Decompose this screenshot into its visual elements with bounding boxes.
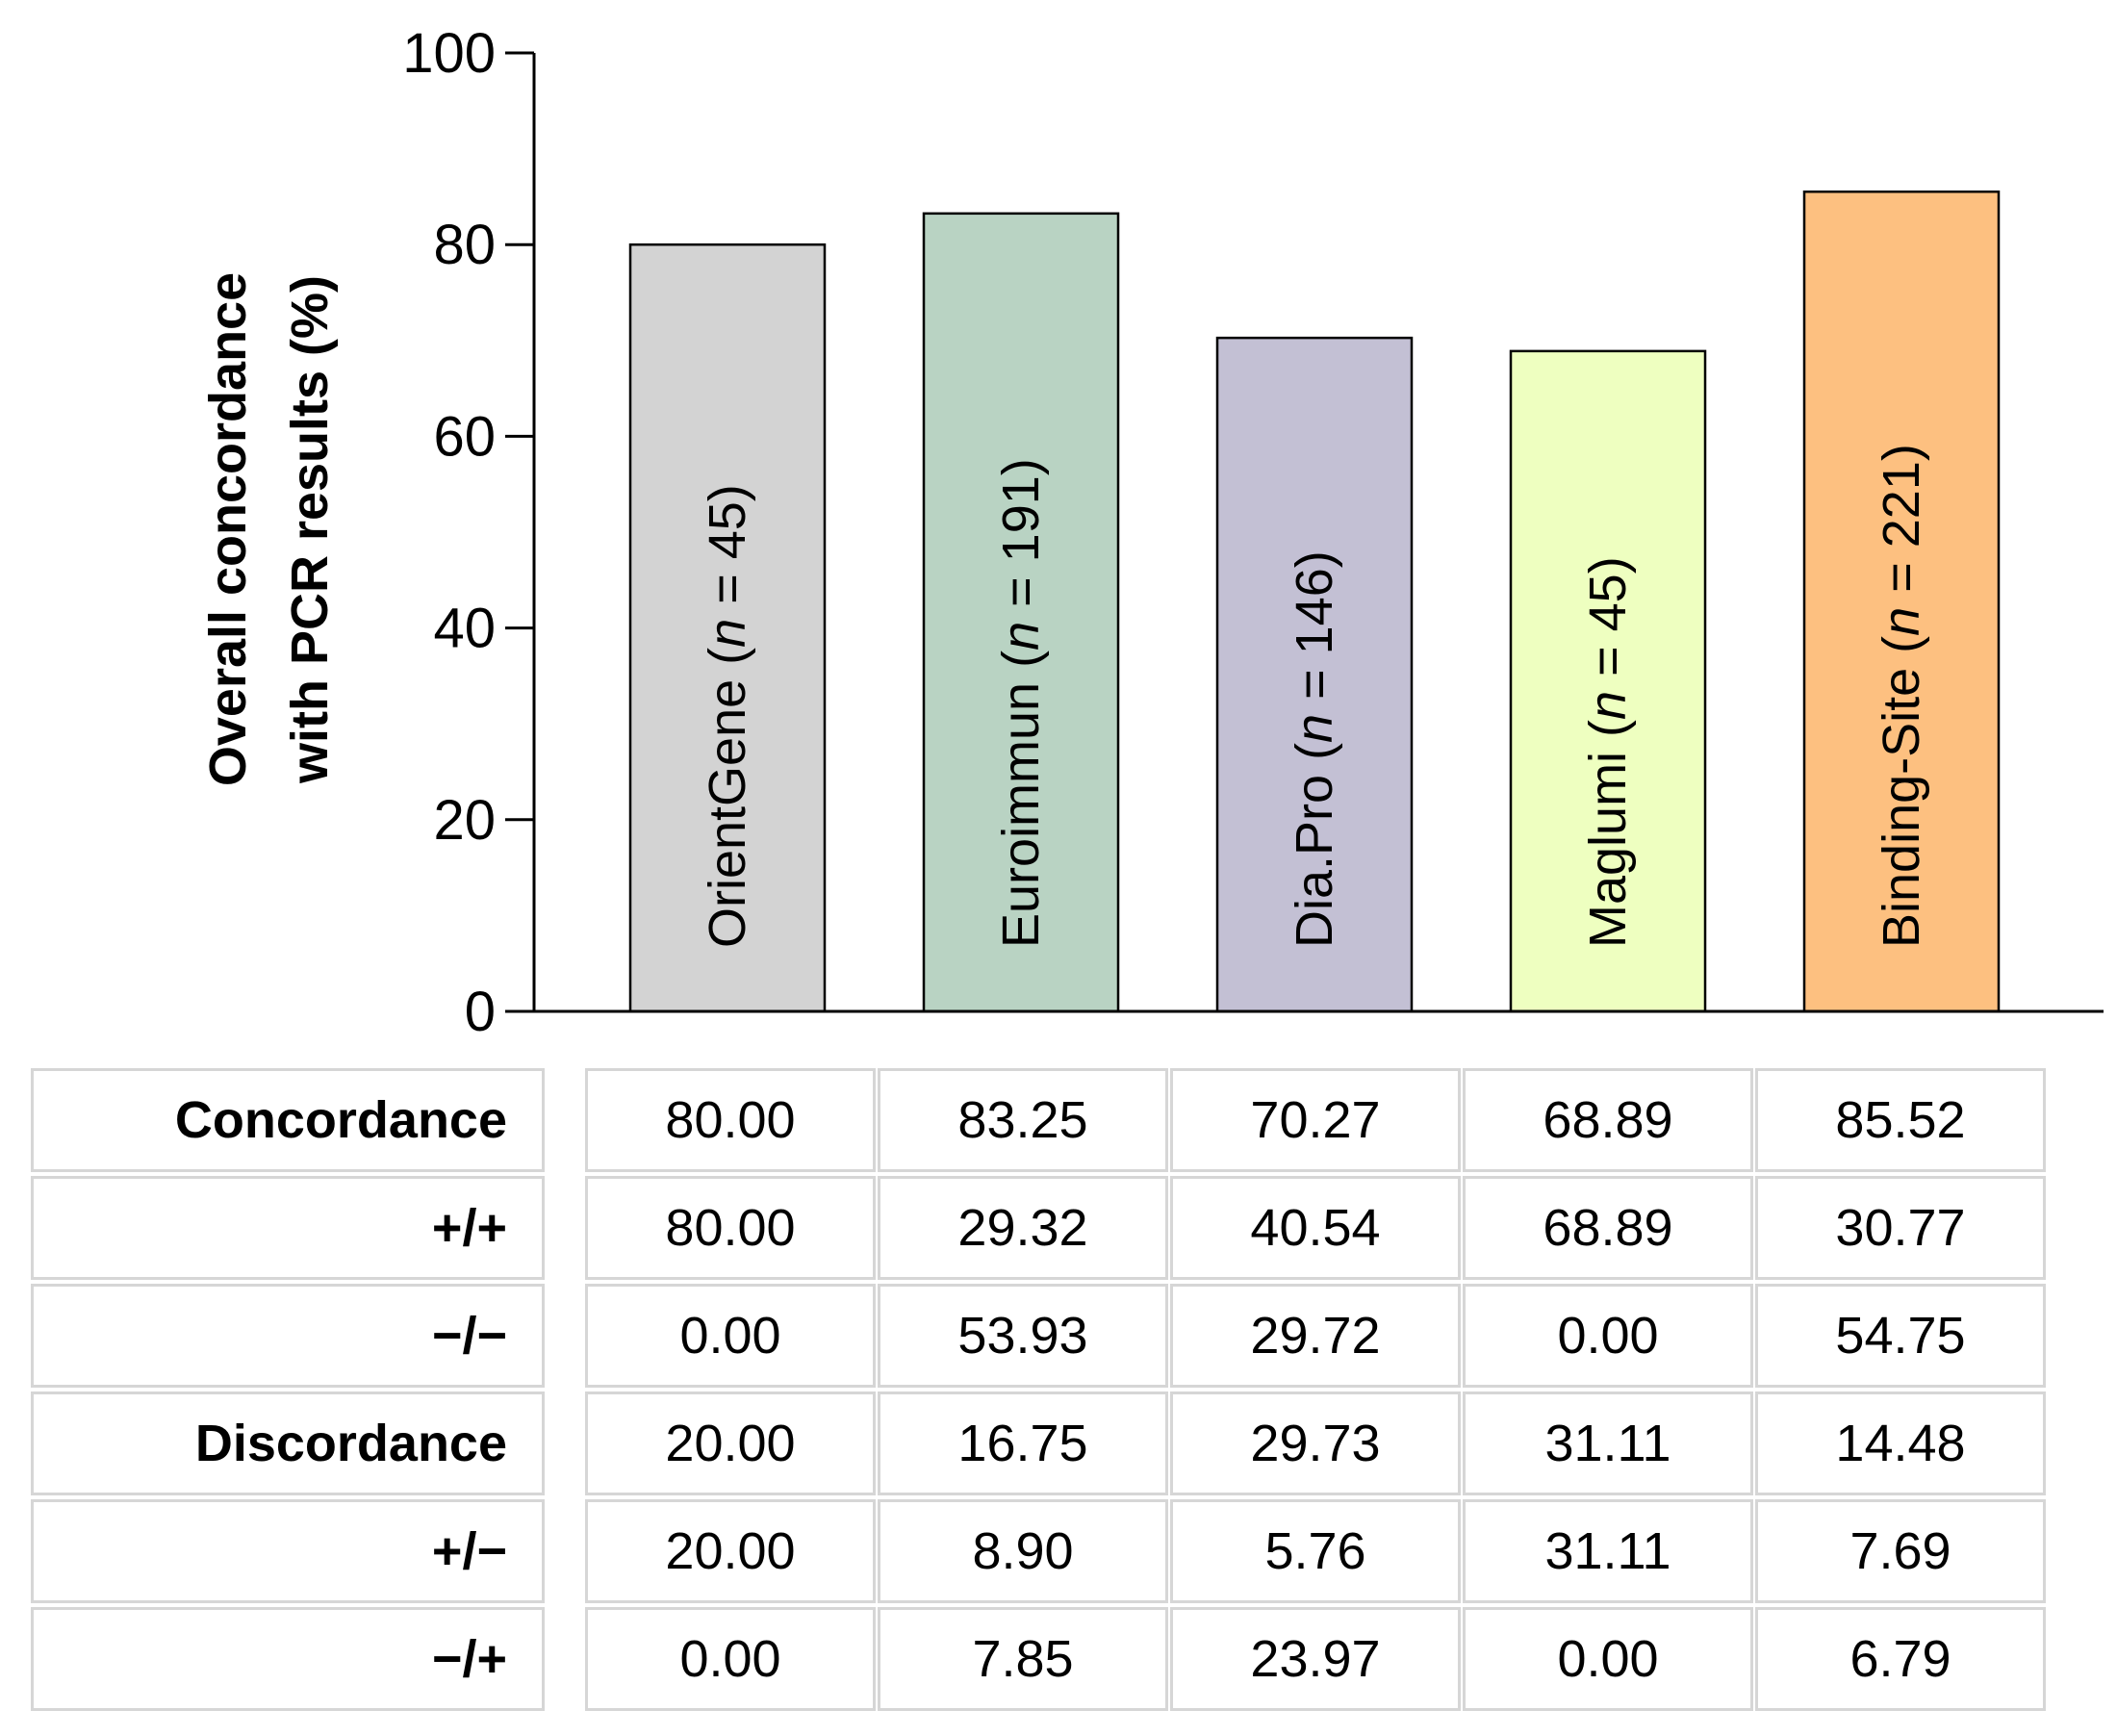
table-cell: 20.00 bbox=[585, 1499, 876, 1603]
table-cell: 7.69 bbox=[1755, 1499, 2046, 1603]
bar-bindingsite bbox=[1802, 190, 2001, 1013]
table-cell: 14.48 bbox=[1755, 1391, 2046, 1495]
table-cell: 80.00 bbox=[585, 1068, 876, 1172]
table-cell: 8.90 bbox=[878, 1499, 1168, 1603]
bar-chart: Overall concordance with PCR results (%) … bbox=[199, 22, 2104, 1043]
table-cell: 68.89 bbox=[1463, 1068, 1753, 1172]
bar-label: Binding-Site (n = 221) bbox=[1873, 444, 1930, 948]
y-tick-label: 100 bbox=[402, 22, 496, 85]
table-values: 80.00 83.25 70.27 68.89 85.52 80.00 29.32 40.54… bbox=[585, 1068, 2048, 1711]
y-tick-label: 0 bbox=[465, 981, 496, 1043]
table-row: 80.00 83.25 70.27 68.89 85.52 bbox=[585, 1068, 2048, 1172]
table-cell: 29.32 bbox=[878, 1176, 1168, 1280]
bar-label: Dia.Pro (n = 146) bbox=[1286, 550, 1343, 948]
table-cell: 0.00 bbox=[585, 1284, 876, 1388]
table-cell: 7.85 bbox=[878, 1607, 1168, 1711]
results-table: Concordance +/+ −/− Discordance +/− −/+ 80.00… bbox=[0, 1068, 2117, 1736]
table-cell: 29.73 bbox=[1170, 1391, 1461, 1495]
bar-euroimmun bbox=[922, 212, 1120, 1013]
bar-label: Maglumi (n = 45) bbox=[1579, 556, 1637, 948]
table-cell: 54.75 bbox=[1755, 1284, 2046, 1388]
y-tick-label: 40 bbox=[433, 598, 496, 660]
y-tick-label: 20 bbox=[433, 789, 496, 852]
table-row-label-row: −/+ bbox=[31, 1607, 547, 1711]
bar-diapro bbox=[1215, 336, 1414, 1013]
table-cell: 53.93 bbox=[878, 1284, 1168, 1388]
bar-label: OrientGene (n = 45) bbox=[699, 484, 756, 948]
y-axis-label: Overall concordance with PCR results (%) bbox=[199, 272, 339, 786]
table-row: 20.00 8.90 5.76 31.11 7.69 bbox=[585, 1499, 2048, 1603]
table-cell: 31.11 bbox=[1463, 1391, 1753, 1495]
table-cell: 29.72 bbox=[1170, 1284, 1461, 1388]
table-cell: 40.54 bbox=[1170, 1176, 1461, 1280]
y-tick-label: 80 bbox=[433, 214, 496, 276]
table-cell: 6.79 bbox=[1755, 1607, 2046, 1711]
table-row: 20.00 16.75 29.73 31.11 14.48 bbox=[585, 1391, 2048, 1495]
table-cell: 5.76 bbox=[1170, 1499, 1461, 1603]
table-cell: 85.52 bbox=[1755, 1068, 2046, 1172]
table-row-label: +/− bbox=[31, 1499, 545, 1603]
table-row-label-row: Concordance bbox=[31, 1068, 547, 1172]
table-row-label: −/+ bbox=[31, 1607, 545, 1711]
bars: OrientGene (n = 45) Euroimmun (n = 191) Di… bbox=[628, 190, 2001, 1013]
table-cell: 70.27 bbox=[1170, 1068, 1461, 1172]
table-row: 80.00 29.32 40.54 68.89 30.77 bbox=[585, 1176, 2048, 1280]
y-axis-title-line: with PCR results (%) bbox=[281, 275, 339, 784]
table-row: 0.00 7.85 23.97 0.00 6.79 bbox=[585, 1607, 2048, 1711]
table-cell: 80.00 bbox=[585, 1176, 876, 1280]
table-row-label-row: +/+ bbox=[31, 1176, 547, 1280]
table-cell: 68.89 bbox=[1463, 1176, 1753, 1280]
table-row-label: Discordance bbox=[31, 1391, 545, 1495]
table-cell: 0.00 bbox=[585, 1607, 876, 1711]
table-row-label-row: −/− bbox=[31, 1284, 547, 1388]
y-axis: 0 20 40 60 80 100 bbox=[402, 22, 536, 1043]
table-cell: 16.75 bbox=[878, 1391, 1168, 1495]
table-row: 0.00 53.93 29.72 0.00 54.75 bbox=[585, 1284, 2048, 1388]
table-row-label: −/− bbox=[31, 1284, 545, 1388]
table-cell: 0.00 bbox=[1463, 1284, 1753, 1388]
table-cell: 20.00 bbox=[585, 1391, 876, 1495]
table-row-label-row: +/− bbox=[31, 1499, 547, 1603]
table-row-label: Concordance bbox=[31, 1068, 545, 1172]
bar-maglumi bbox=[1509, 349, 1707, 1013]
table-row-label-row: Discordance bbox=[31, 1391, 547, 1495]
table-cell: 0.00 bbox=[1463, 1607, 1753, 1711]
y-axis-title-line: Overall concordance bbox=[199, 272, 257, 786]
table-row-label: +/+ bbox=[31, 1176, 545, 1280]
table-cell: 23.97 bbox=[1170, 1607, 1461, 1711]
table-cell: 31.11 bbox=[1463, 1499, 1753, 1603]
table-cell: 30.77 bbox=[1755, 1176, 2046, 1280]
y-tick-label: 60 bbox=[433, 405, 496, 468]
table-row-labels: Concordance +/+ −/− Discordance +/− −/+ bbox=[31, 1068, 547, 1711]
bar-label: Euroimmun (n = 191) bbox=[992, 458, 1050, 948]
table-cell: 83.25 bbox=[878, 1068, 1168, 1172]
